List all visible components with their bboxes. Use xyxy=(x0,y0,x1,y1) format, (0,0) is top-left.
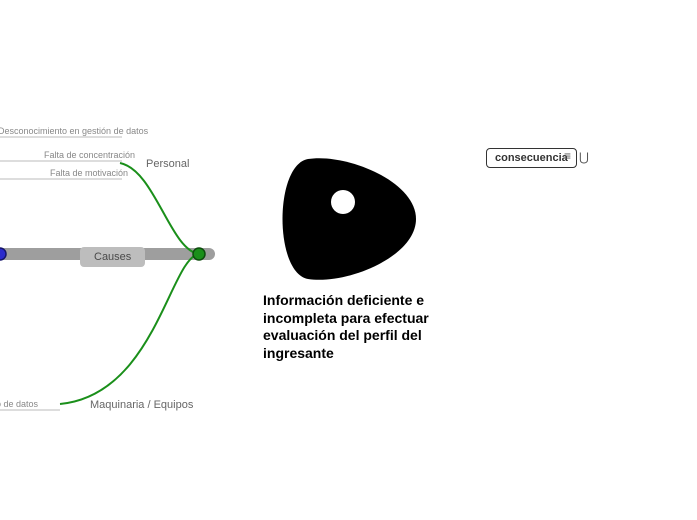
consecuencia-label: consecuencia xyxy=(495,152,568,164)
menu-icon[interactable]: ≡ xyxy=(564,149,571,163)
causes-node[interactable]: Causes xyxy=(80,247,145,267)
branch-maquinaria-curve xyxy=(60,254,199,404)
spine-start-dot xyxy=(0,248,6,260)
branch-personal-curve xyxy=(120,163,199,254)
causes-label: Causes xyxy=(94,251,131,263)
leaf-datos[interactable]: o de datos xyxy=(0,399,38,409)
branch-maquinaria-label[interactable]: Maquinaria / Equipos xyxy=(90,399,193,411)
spine-end-dot xyxy=(193,248,205,260)
leaf-desconocimiento[interactable]: Desconocimiento en gestión de datos xyxy=(0,126,148,136)
branch-personal-label[interactable]: Personal xyxy=(146,158,189,170)
link-icon[interactable]: ⋃ xyxy=(579,150,589,164)
central-shape[interactable] xyxy=(283,158,417,280)
diagram-canvas: Causes Personal Maquinaria / Equipos Des… xyxy=(0,0,697,520)
leaf-concentracion[interactable]: Falta de concentración xyxy=(44,150,135,160)
leaf-motivacion[interactable]: Falta de motivación xyxy=(50,168,128,178)
central-title[interactable]: Información deficiente e incompleta para… xyxy=(263,292,453,362)
